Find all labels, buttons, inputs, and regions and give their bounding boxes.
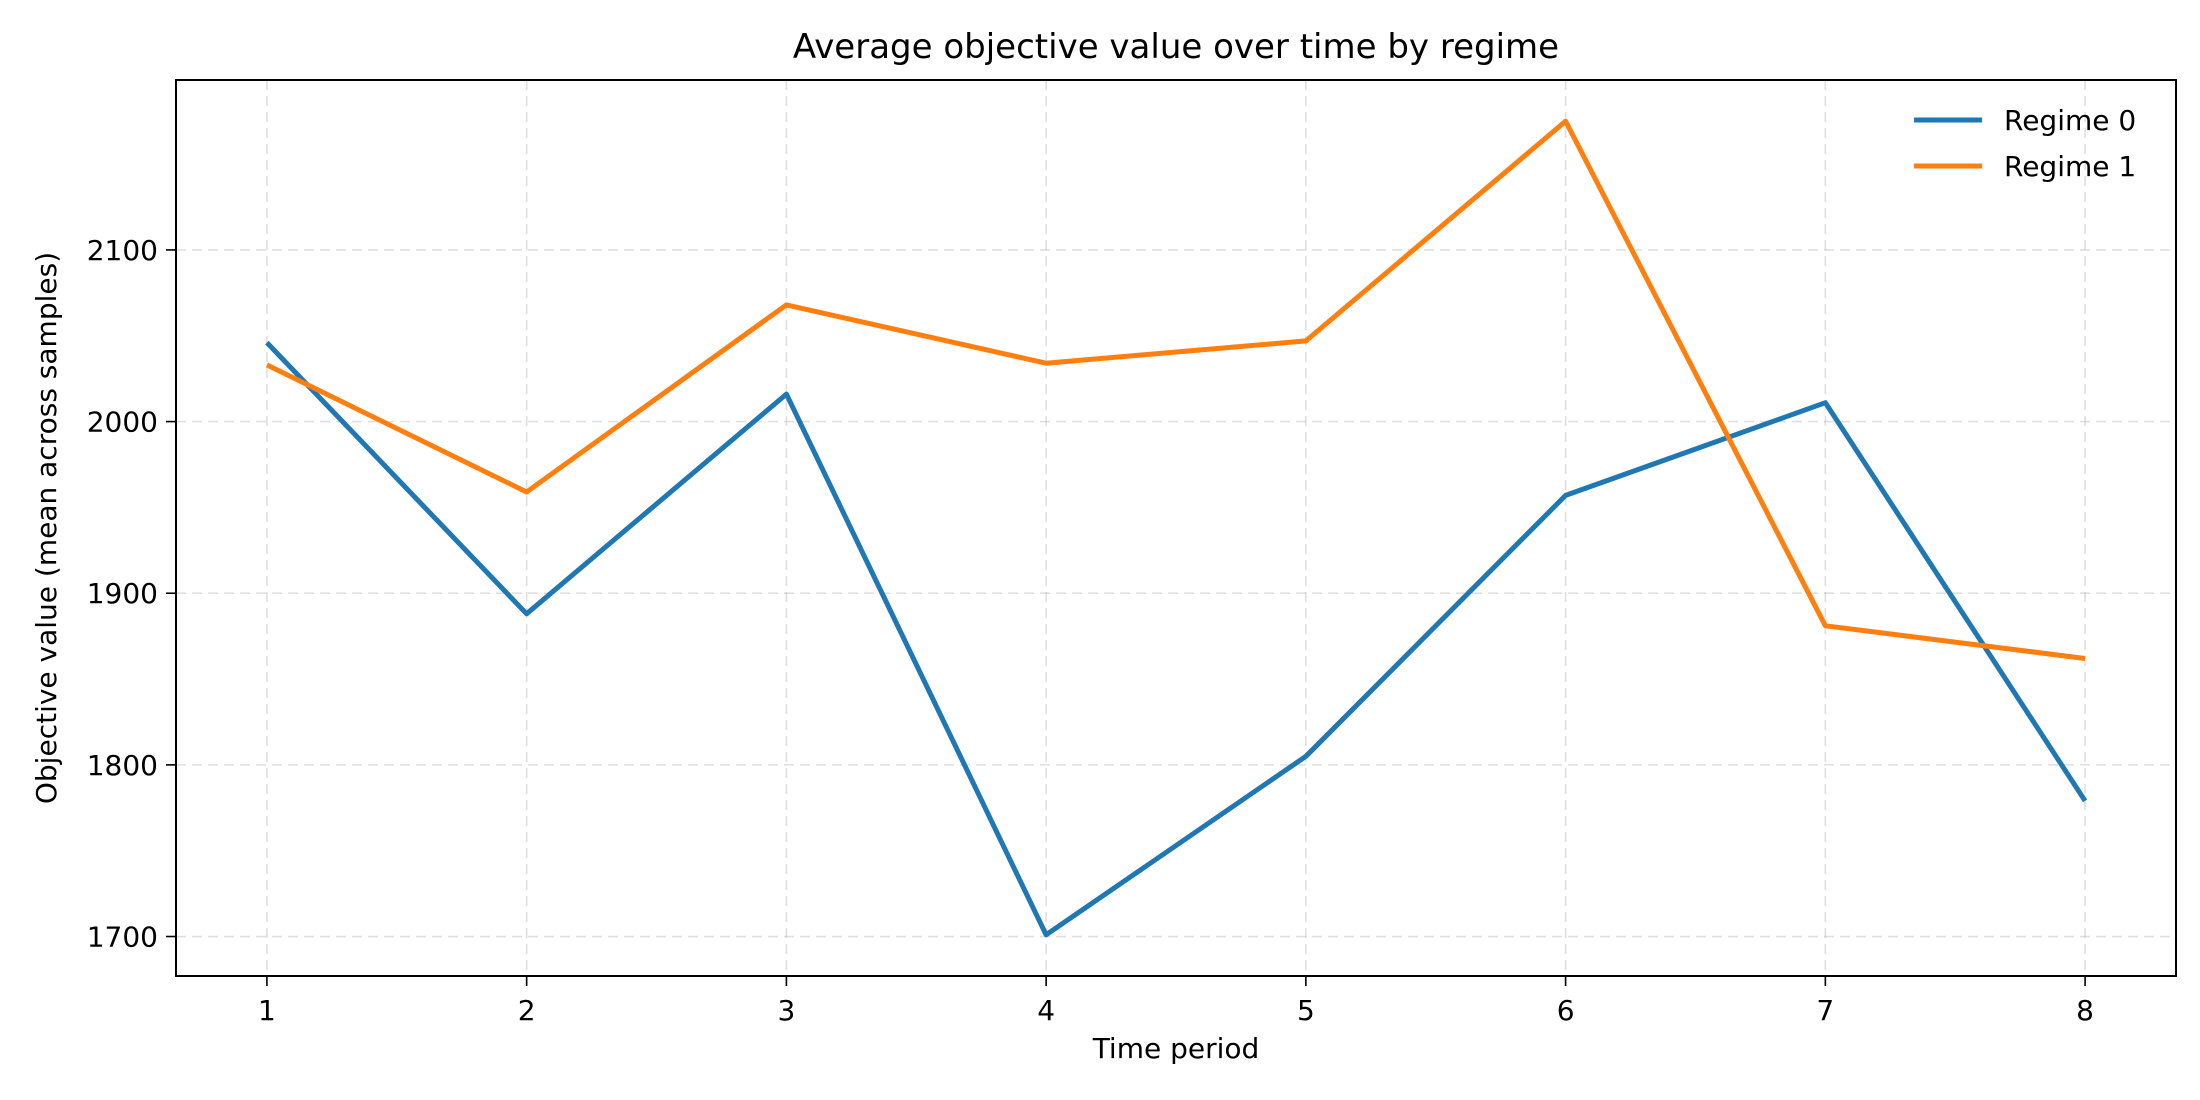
series-line-regime-1 [265, 118, 2086, 661]
legend-label-regime-1: Regime 1 [2004, 150, 2136, 183]
y-tick-label: 1900 [87, 577, 158, 610]
x-axis-label: Time period [1092, 1032, 1260, 1065]
y-tick-label: 2000 [87, 406, 158, 439]
y-tick-label: 1700 [87, 921, 158, 954]
x-tick-label: 8 [2076, 994, 2094, 1027]
x-tick-label: 7 [1816, 994, 1834, 1027]
x-tick-label: 3 [777, 994, 795, 1027]
plot-area-frame [175, 79, 2177, 977]
x-tick-label: 5 [1297, 994, 1315, 1027]
x-tick-label: 4 [1037, 994, 1055, 1027]
y-tick-label: 2100 [87, 234, 158, 267]
series-line-regime-0 [265, 340, 2088, 938]
x-tick-label: 6 [1557, 994, 1575, 1027]
legend: Regime 0 Regime 1 [1914, 104, 2136, 183]
x-tick-label: 2 [518, 994, 536, 1027]
y-axis-label: Objective value (mean across samples) [30, 252, 63, 804]
chart-title: Average objective value over time by reg… [793, 27, 1559, 67]
x-tick-label: 1 [258, 994, 276, 1027]
series-group [265, 118, 2088, 938]
y-axis-ticks: 1700 1800 1900 2000 2100 [87, 234, 176, 954]
legend-label-regime-0: Regime 0 [2004, 104, 2136, 137]
x-axis-ticks: 1 2 3 4 5 6 7 8 [258, 976, 2094, 1027]
grid [176, 80, 2176, 976]
y-tick-label: 1800 [87, 749, 158, 782]
